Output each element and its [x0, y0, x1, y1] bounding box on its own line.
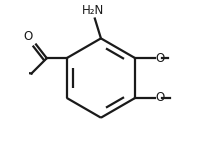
Text: O: O	[156, 91, 165, 104]
Text: O: O	[24, 30, 33, 43]
Text: O: O	[156, 52, 165, 65]
Text: H₂N: H₂N	[82, 4, 104, 17]
